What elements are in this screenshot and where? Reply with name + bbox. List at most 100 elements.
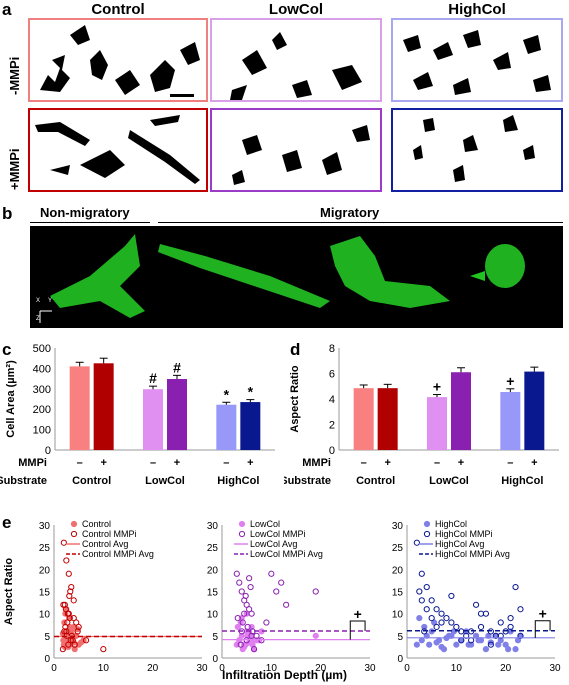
data-point bbox=[477, 623, 485, 631]
y-tick-label: 0 bbox=[212, 654, 218, 665]
significance-mark: + bbox=[433, 379, 441, 395]
y-tick-label: 500 bbox=[33, 343, 51, 355]
legend-marker bbox=[238, 520, 246, 528]
data-point bbox=[66, 592, 73, 600]
panel-b-label: b bbox=[2, 204, 13, 223]
y-tick-label: 25 bbox=[207, 543, 219, 554]
legend-marker bbox=[70, 520, 78, 528]
mmpi-mark: + bbox=[100, 457, 106, 469]
y-tick-label: 30 bbox=[39, 521, 51, 532]
data-point bbox=[268, 570, 275, 577]
panel-c-label: c bbox=[2, 340, 12, 359]
y-tick-label: 5 bbox=[44, 632, 50, 643]
legend-marker bbox=[70, 530, 78, 538]
cell-area-bar-chart: 0 100 200 300 400 500 Cell Area (µm²) – + # – # + * – *… bbox=[0, 343, 275, 487]
x-tick-label: 30 bbox=[196, 663, 208, 674]
micrograph-highcol-minus bbox=[391, 18, 563, 102]
significance-mark: + bbox=[539, 606, 547, 622]
data-point bbox=[507, 623, 514, 631]
y-axis-label: Aspect Ratio bbox=[3, 558, 15, 626]
y-tick-label: 2 bbox=[329, 420, 335, 432]
data-point bbox=[512, 646, 519, 653]
bar bbox=[143, 389, 163, 450]
micrograph-lowcol-minus bbox=[210, 18, 382, 102]
data-point bbox=[65, 570, 72, 577]
data-point bbox=[423, 583, 430, 591]
data-point bbox=[237, 641, 244, 648]
bar bbox=[167, 379, 187, 450]
data-point bbox=[236, 579, 243, 586]
data-point bbox=[413, 539, 420, 546]
x-tick-label: 20 bbox=[315, 663, 327, 674]
legend-marker bbox=[238, 530, 246, 538]
data-point bbox=[59, 646, 66, 653]
data-point bbox=[278, 579, 285, 586]
significance-mark: * bbox=[248, 384, 254, 400]
axis-x-label: X bbox=[36, 298, 41, 304]
y-tick-label: 10 bbox=[392, 610, 404, 621]
micrograph-highcol-plus bbox=[391, 108, 563, 192]
data-point bbox=[453, 641, 460, 648]
mmpi-mark: – bbox=[507, 457, 513, 469]
legend-label: Control MMPi Avg bbox=[82, 549, 154, 559]
substrate-label: Control bbox=[72, 475, 111, 487]
data-point bbox=[463, 632, 470, 639]
mmpi-mark: – bbox=[77, 457, 83, 469]
panel-a-label: a bbox=[2, 0, 12, 19]
col-header-lowcol: LowCol bbox=[268, 1, 324, 18]
data-point bbox=[65, 610, 72, 617]
data-point bbox=[482, 610, 490, 617]
cell-silhouettes bbox=[413, 115, 535, 182]
e-x-axis-label: Infiltration Depth (µm) bbox=[222, 668, 347, 682]
data-point bbox=[440, 646, 448, 653]
data-point bbox=[82, 637, 90, 644]
data-point bbox=[242, 592, 249, 600]
y-axis-label: Cell Area (µm²) bbox=[5, 360, 17, 438]
y-axis-label: Aspect Ratio bbox=[289, 365, 301, 433]
y-tick-label: 25 bbox=[39, 543, 51, 554]
data-point bbox=[497, 632, 504, 639]
data-point bbox=[497, 619, 504, 626]
significance-mark: + bbox=[506, 373, 514, 389]
data-point bbox=[71, 646, 78, 653]
data-point bbox=[517, 632, 524, 639]
y-tick-label: 0 bbox=[44, 654, 50, 665]
y-tick-label: 20 bbox=[39, 565, 51, 576]
micrograph-lowcol-plus bbox=[210, 108, 382, 192]
data-point bbox=[477, 610, 485, 617]
data-point bbox=[505, 646, 512, 653]
non-migratory-bracket bbox=[30, 222, 150, 223]
x-tick-label: 20 bbox=[147, 663, 159, 674]
data-point bbox=[70, 597, 77, 604]
x-tick-label: 10 bbox=[451, 663, 463, 674]
y-tick-label: 8 bbox=[329, 343, 335, 355]
confocal-image: X Y Z bbox=[30, 226, 563, 328]
aspect-ratio-bar-chart: 0 2 4 6 8 Aspect Ratio – + + – + + – + Control LowCol Hi… bbox=[284, 343, 559, 487]
data-point bbox=[418, 570, 425, 577]
y-tick-label: 4 bbox=[329, 394, 335, 406]
mmpi-mark: – bbox=[361, 457, 367, 469]
bar bbox=[500, 391, 521, 450]
data-point bbox=[428, 597, 435, 604]
y-tick-label: 5 bbox=[212, 632, 218, 643]
substrate-label: Control bbox=[356, 475, 395, 487]
mmpi-mark: + bbox=[247, 457, 253, 469]
bar bbox=[427, 397, 447, 450]
mmpi-mark: – bbox=[223, 457, 229, 469]
y-tick-label: 200 bbox=[33, 404, 51, 416]
migratory-label: Migratory bbox=[320, 205, 380, 220]
legend-label: Control MMPi bbox=[82, 529, 137, 539]
significance-mark: * bbox=[224, 386, 230, 402]
data-point bbox=[233, 570, 240, 577]
panel-d-label: d bbox=[290, 340, 301, 359]
data-point bbox=[238, 588, 245, 595]
data-point bbox=[234, 623, 241, 631]
data-point bbox=[263, 619, 270, 626]
data-point bbox=[75, 623, 82, 631]
data-point bbox=[507, 615, 514, 622]
cell-silhouettes bbox=[232, 125, 370, 185]
data-point bbox=[71, 641, 78, 648]
data-point bbox=[74, 628, 81, 635]
